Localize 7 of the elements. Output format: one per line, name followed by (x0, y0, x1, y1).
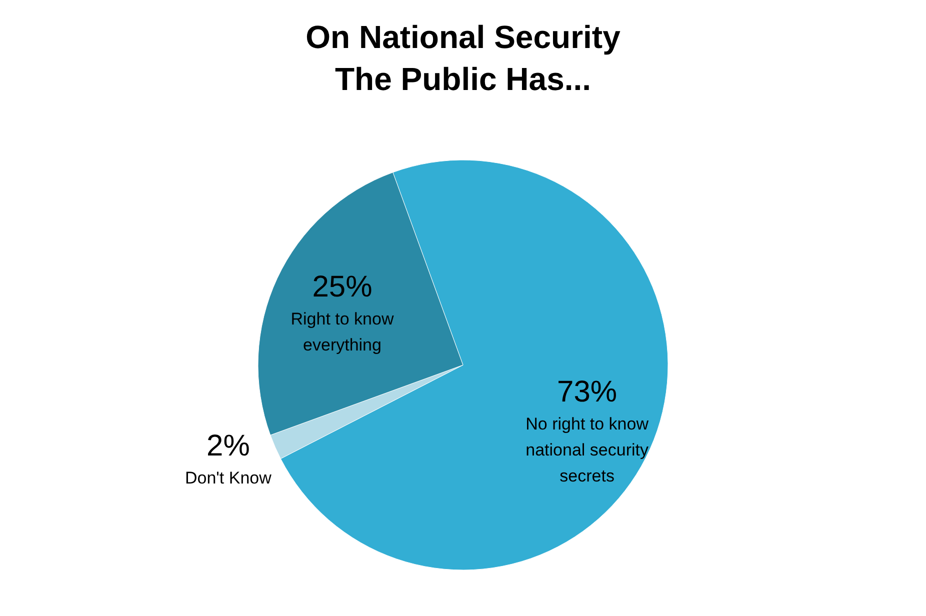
slice-label: Right to know everything (290, 310, 394, 355)
data-label: 2% (206, 430, 250, 463)
data-label: 25% (312, 270, 372, 304)
chart-title: On National Security The Public Has... (306, 19, 621, 97)
slice-label: Don't Know (184, 468, 272, 488)
slice-label: No right to know national security secrets (526, 414, 650, 486)
data-label: 73% (557, 376, 618, 409)
